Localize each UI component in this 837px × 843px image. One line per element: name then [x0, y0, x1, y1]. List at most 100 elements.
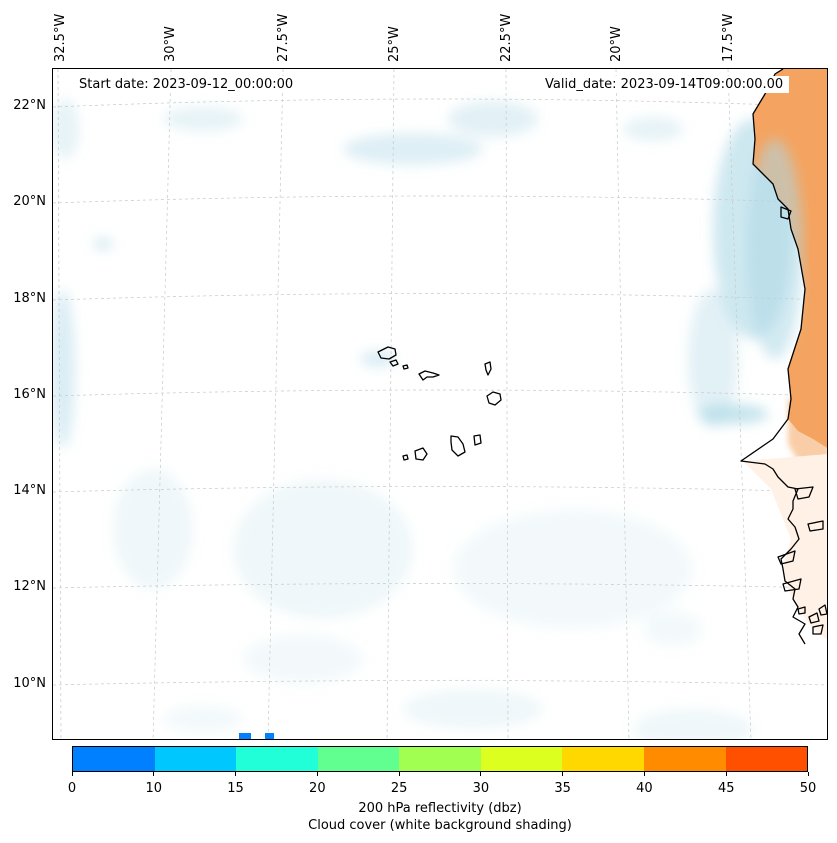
colorbar-tick-label: 15	[227, 781, 244, 796]
gridline-lat	[53, 98, 827, 108]
lat-label-18n: 18°N	[13, 291, 46, 306]
reflectivity-cell	[239, 733, 251, 739]
cloud-patch	[233, 479, 413, 619]
gridline-lon	[615, 69, 630, 739]
lat-label-10n: 10°N	[13, 676, 46, 691]
gridline-lat	[53, 293, 827, 301]
cloud-patch	[360, 351, 396, 367]
lat-label-12n: 12°N	[13, 579, 46, 594]
lon-label-30w: 30°W	[163, 26, 178, 62]
start-date-label: Start date: 2023-09-12_00:00:00	[73, 76, 300, 93]
colorbar-tick	[480, 772, 482, 776]
colorbar	[72, 746, 808, 772]
lon-label-20w: 20°W	[609, 26, 624, 62]
colorbar-tick-label: 10	[145, 781, 163, 796]
africa-land	[743, 69, 827, 640]
island-bissagos	[797, 606, 806, 615]
coastline-land-pale	[743, 454, 827, 640]
island-santa-luzia	[402, 364, 409, 370]
lat-label-16n: 16°N	[13, 387, 46, 402]
colorbar-subtitle: Cloud cover (white background shading)	[308, 818, 572, 833]
reflectivity-cells	[239, 733, 274, 739]
sahara-land-orange	[788, 389, 827, 469]
gridline-lon	[727, 69, 752, 739]
coast-inlet	[780, 206, 792, 220]
cloud-patch	[403, 689, 543, 729]
coastlines	[377, 69, 827, 645]
lon-label-25w: 25°W	[387, 26, 402, 62]
cloud-patch	[163, 705, 243, 733]
colorbar-tick-label: 30	[472, 781, 490, 796]
cloud-patch	[243, 634, 363, 684]
colorbar-segment	[73, 747, 155, 771]
island-bissagos	[812, 624, 824, 635]
colorbar-tick	[725, 772, 727, 776]
colorbar-tick-label: 40	[636, 781, 653, 796]
map-canvas	[53, 69, 827, 739]
gridline-lon	[267, 69, 284, 739]
gridline-lon	[505, 69, 509, 739]
gridline-lon	[152, 69, 172, 739]
island-santiago	[450, 435, 466, 457]
cloud-patch	[113, 469, 193, 589]
cloud-patch	[53, 99, 79, 159]
lat-label-14n: 14°N	[13, 483, 46, 498]
island-bissagos	[808, 612, 820, 624]
colorbar-tick-label: 35	[554, 781, 571, 796]
valid-date-label: Valid_date: 2023-09-14T09:00:00.00	[539, 76, 790, 93]
island-sao-vicente	[389, 359, 399, 367]
colorbar-segment	[725, 747, 808, 771]
reflectivity-cell	[265, 733, 274, 739]
cloud-patch	[453, 509, 693, 629]
island-sao-nicolau	[418, 370, 440, 381]
colorbar-tick	[235, 772, 237, 776]
colorbar-tick-label: 20	[309, 781, 326, 796]
lon-label-27-5w: 27.5°W	[276, 13, 291, 62]
colorbar-tick	[153, 772, 155, 776]
colorbar-segment	[480, 747, 563, 771]
colorbar-tick-label: 0	[67, 781, 77, 796]
gridline-lat	[53, 486, 827, 493]
lat-label-20n: 20°N	[13, 194, 46, 209]
colorbar-segment	[562, 747, 644, 771]
lon-label-22-5w: 22.5°W	[499, 13, 514, 62]
colorbar-title: 200 hPa reflectivity (dbz)	[358, 801, 522, 816]
cloud-patch	[688, 289, 738, 429]
colorbar-segment	[236, 747, 318, 771]
colorbar-tick	[316, 772, 318, 776]
gridlines	[53, 69, 827, 739]
island-boa-vista	[486, 391, 502, 406]
gridline-lat	[53, 389, 827, 397]
gridline-lon	[57, 69, 62, 739]
gridline-lon	[386, 69, 395, 739]
colorbar-tick	[643, 772, 645, 776]
colorbar-tick	[807, 772, 809, 776]
colorbar-segment	[399, 747, 481, 771]
lat-label-22n: 22°N	[13, 98, 46, 113]
gridline-lat	[53, 680, 827, 686]
africa-coastline	[740, 69, 806, 645]
colorbar-tick	[71, 772, 73, 776]
coast-inlet	[807, 520, 824, 532]
island-fogo	[414, 447, 428, 461]
map-panel	[52, 68, 828, 740]
island-maio	[473, 434, 482, 446]
lon-label-32-5w: 32.5°W	[53, 13, 68, 62]
colorbar-tick-label: 45	[717, 781, 735, 796]
cloud-patch	[643, 611, 703, 647]
gridline-lat	[53, 583, 827, 589]
cloud-patch	[633, 709, 753, 739]
lon-label-17-5w: 17.5°W	[721, 13, 736, 62]
cloud-cover-shading	[53, 99, 793, 739]
colorbar-segment	[643, 747, 726, 771]
cloud-patch	[343, 133, 483, 165]
island-brava	[402, 454, 409, 461]
cloud-patch	[163, 107, 243, 131]
coast-inlet	[794, 486, 814, 500]
cloud-patch	[53, 289, 75, 449]
island-sal	[484, 361, 492, 376]
coast-inlet	[782, 578, 802, 592]
colorbar-segment	[317, 747, 400, 771]
gridline-lat	[53, 195, 827, 204]
colorbar-segment	[154, 747, 237, 771]
